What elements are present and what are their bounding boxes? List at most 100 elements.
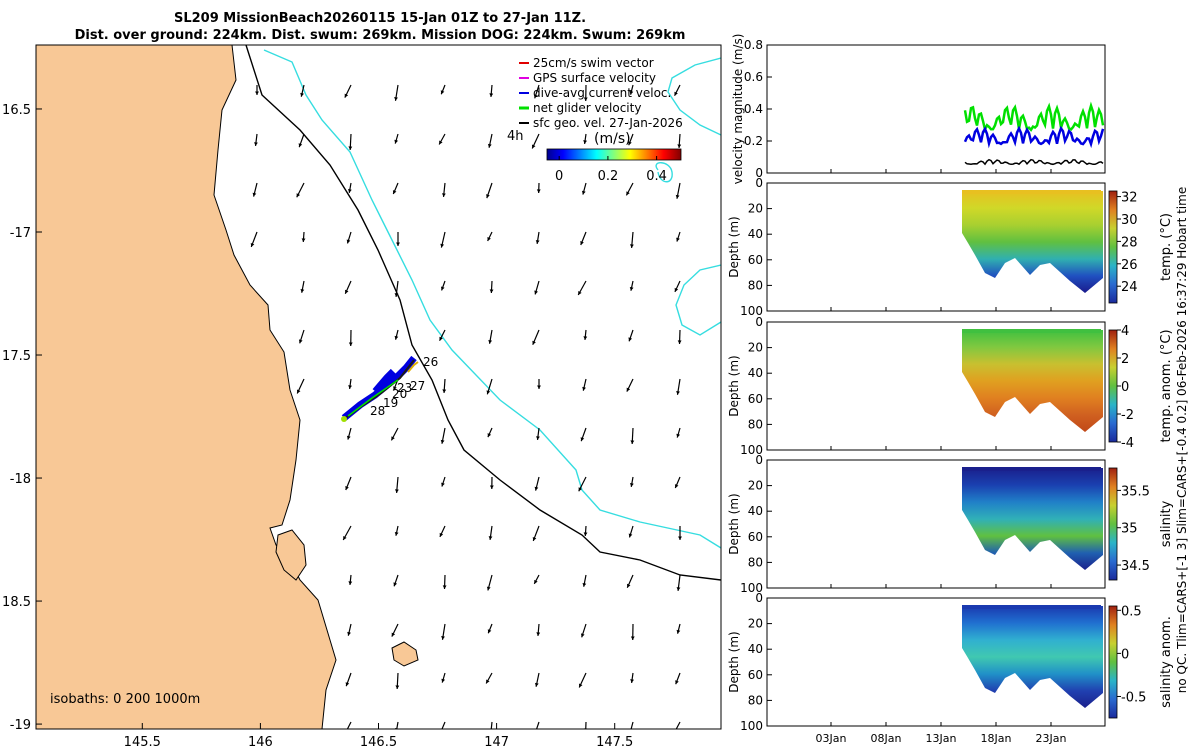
panel-ytick-label: 0.8 <box>744 38 763 52</box>
section-heatmap <box>962 330 1103 432</box>
velocity-arrowhead <box>488 536 493 540</box>
panel-colorbar-label: temp. anom. (°C) <box>1159 329 1174 442</box>
panel-ytick-label: 80 <box>748 693 763 707</box>
velocity-arrowhead <box>439 532 444 537</box>
coastline-land <box>36 45 337 729</box>
velocity-arrowhead <box>630 244 634 248</box>
panel-4: 0 20 40 60 80 100 Depth (m) 35.5 35 34.5 salinity <box>727 453 1174 595</box>
panel-ytick-label: 0 <box>755 315 763 329</box>
velocity-series-2 <box>963 125 1105 149</box>
velocity-arrowhead <box>488 339 493 344</box>
velocity-arrow <box>630 721 634 729</box>
velocity-arrowhead <box>254 142 258 146</box>
velocity-arrowhead <box>440 90 445 95</box>
velocity-arrowhead <box>301 238 306 242</box>
velocity-arrowhead <box>534 682 539 687</box>
velocity-arrowhead <box>394 139 399 144</box>
panel-colorbar-tick-label: 0 <box>1121 647 1129 662</box>
velocity-arrowhead <box>395 489 399 493</box>
velocity-arrowhead <box>535 240 540 244</box>
side-note: no QC. Tlim=CARS+[-1 3] Slim=CARS+[-0.4 … <box>1175 187 1189 693</box>
panel-colorbar-tick-label: 24 <box>1121 280 1138 295</box>
velocity-arrowhead <box>347 631 351 636</box>
panel-ytick-label: 80 <box>748 417 763 431</box>
velocity-arrowhead <box>674 287 679 292</box>
velocity-arrowhead <box>628 141 632 146</box>
colorbar-unit-label: (m/s) <box>594 131 631 147</box>
velocity-arrowhead <box>580 241 584 245</box>
panel-colorbar-tick-label: 35.5 <box>1121 484 1150 499</box>
velocity-arrowhead <box>578 487 583 492</box>
velocity-arrow <box>441 721 446 729</box>
velocity-arrowhead <box>487 433 492 438</box>
panel-ytick-label: 0.6 <box>744 70 763 84</box>
panel-ylabel: velocity magnitude (m/s) <box>731 34 745 185</box>
velocity-arrowhead <box>348 146 353 150</box>
velocity-arrowhead <box>580 633 585 638</box>
velocity-arrowhead <box>580 437 585 442</box>
panel-colorbar-tick-label: 34.5 <box>1121 559 1150 574</box>
velocity-arrowhead <box>442 389 447 393</box>
velocity-arrowhead <box>344 289 349 294</box>
map-ytick-label: 16.5 <box>2 103 31 118</box>
velocity-arrow <box>675 721 681 729</box>
velocity-arrowhead <box>532 340 536 345</box>
velocity-arrowhead <box>536 189 541 193</box>
velocity-arrowhead <box>673 730 676 734</box>
panel-colorbar-tick-label: 0 <box>1121 380 1129 395</box>
velocity-arrowhead <box>675 194 680 199</box>
velocity-arrowhead <box>629 90 634 95</box>
velocity-arrowhead <box>394 293 399 297</box>
velocity-arrowhead <box>536 632 541 636</box>
velocity-arrowhead <box>486 586 491 591</box>
panel-colorbar <box>1108 605 1118 719</box>
figure-title-line2: Dist. over ground: 224km. Dist. swum: 26… <box>74 28 686 43</box>
track-day-label-26: 26 <box>423 355 438 369</box>
velocity-arrowhead <box>489 289 494 293</box>
velocity-arrowhead <box>300 288 305 293</box>
panel-ytick-label: 60 <box>748 530 763 544</box>
track-day-label-27: 27 <box>410 379 425 393</box>
section-heatmap <box>962 468 1103 570</box>
legend-sfc-geo-velocity: sfc geo. vel. 27-Jan-2026 <box>533 116 683 130</box>
map-xtick-label: 145.5 <box>124 735 161 750</box>
track-day-label-20: 20 <box>392 387 407 401</box>
panel-colorbar-tick-label: 0.5 <box>1121 604 1142 619</box>
panel-colorbar-label: salinity anom. <box>1159 616 1174 708</box>
velocity-arrowhead <box>626 387 631 392</box>
velocity-arrowhead <box>578 290 582 295</box>
velocity-arrowhead <box>578 683 583 688</box>
panel-ytick-label: 60 <box>748 253 763 267</box>
velocity-arrowhead <box>532 536 537 541</box>
panel-frame <box>766 44 1106 174</box>
section-surface-points <box>962 605 1101 609</box>
velocity-arrowhead <box>628 337 633 342</box>
velocity-arrowhead <box>674 91 678 96</box>
map-xtick-label: 147.5 <box>596 735 633 750</box>
velocity-arrowhead <box>296 389 301 394</box>
panel-ytick-label: 0 <box>755 453 763 467</box>
section-heatmap <box>962 606 1103 708</box>
panel-ytick-label: 60 <box>748 668 763 682</box>
velocity-arrowhead <box>298 143 303 148</box>
panel-ytick-label: 20 <box>748 617 763 631</box>
velocity-arrowhead <box>678 536 682 540</box>
velocity-arrowhead <box>343 535 347 540</box>
velocity-arrowhead <box>440 439 445 444</box>
time-label: 4h <box>507 129 524 144</box>
velocity-arrowhead <box>346 435 351 440</box>
velocity-arrowhead <box>487 629 492 634</box>
panel-xtick-label: 03Jan <box>816 732 847 745</box>
glider-track <box>341 355 419 422</box>
panel-ytick-label: 40 <box>748 366 763 380</box>
panel-5: 0 20 40 60 80 100 Depth (m) 0.5 0 -0.5 salinity an… <box>727 591 1174 745</box>
velocity-arrowhead <box>583 532 588 536</box>
velocity-arrowhead <box>676 587 681 591</box>
track-day-label-19: 19 <box>383 396 398 410</box>
map-colorbar-tick-label: 0.2 <box>598 169 619 184</box>
velocity-arrowhead <box>629 286 634 291</box>
palm-island <box>391 641 419 667</box>
velocity-arrowhead <box>391 632 396 637</box>
